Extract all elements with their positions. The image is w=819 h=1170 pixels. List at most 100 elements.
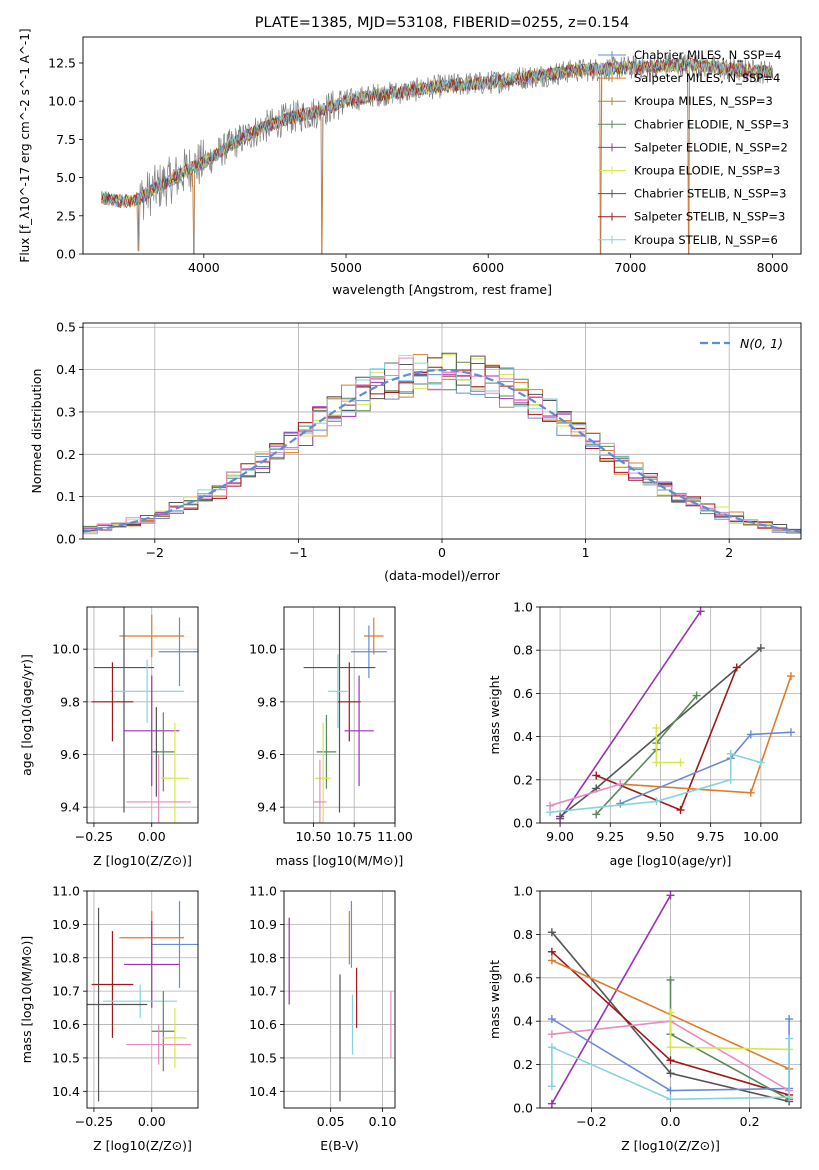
- y-tick-label: 0.4: [56, 362, 76, 377]
- mass-weight-series: [547, 891, 675, 1108]
- x-tick-label: 1: [582, 545, 590, 560]
- error-bar-point: [328, 654, 348, 729]
- y-tick-label: 9.4: [60, 800, 80, 815]
- frame-mass-vs-ebv: 0.05 0.10 10.4 10.5 10.6 10.7 10.8 10.9 11.0: [249, 884, 396, 1130]
- y-axis-label: mass [log10(M/M⊙)]: [19, 936, 34, 1064]
- mass-weight-line: [559, 610, 702, 820]
- y-tick-label: 10.9: [52, 917, 80, 932]
- error-bar-point: [91, 931, 134, 1038]
- y-tick-label: 7.5: [56, 132, 76, 147]
- y-tick-label: 0.3: [56, 404, 76, 419]
- axes-frame: [283, 606, 396, 824]
- error-bar-point: [363, 617, 384, 655]
- legend-entry: Salpeter STELIB, N_SSP=3: [634, 210, 785, 224]
- mass-weight-series: [666, 1008, 794, 1054]
- y-tick-label: 10.8: [52, 950, 80, 965]
- x-axis-label: age [log10(age/yr)]: [610, 853, 732, 868]
- error-bar-point: [313, 759, 327, 823]
- x-tick-label: 0.0: [661, 1114, 681, 1129]
- error-bar-point: [110, 659, 185, 723]
- y-tick-label: 10.6: [249, 1017, 277, 1032]
- frame-residuals: −2 −1 0 1 2 0.0 0.1 0.2 0.3 0.4 0.5: [56, 320, 802, 560]
- y-tick-label: 0.0: [56, 532, 76, 547]
- legend: Chabrier MILES, N_SSP=4 Salpeter MILES, N…: [598, 48, 789, 247]
- error-bar-point: [87, 907, 148, 1102]
- axes-spectrum: [101, 54, 773, 254]
- error-bar-point: [163, 1007, 187, 1068]
- y-axis-label: Flux [f_λ10^-17 erg cm^-2 s^-1 A^-1]: [18, 28, 32, 262]
- x-axis-label: Z [log10(Z/Z⊙)]: [93, 853, 192, 868]
- axes-frame: [86, 890, 199, 1109]
- y-tick-label: 10.5: [249, 1050, 277, 1065]
- x-tick-label: 0.10: [369, 1114, 397, 1129]
- y-tick-label: 9.8: [60, 694, 80, 709]
- mass-weight-series: [652, 723, 685, 767]
- x-tick-label: 5000: [330, 260, 362, 275]
- axes-age-vs-Z: [87, 607, 198, 823]
- axes-mass-vs-ebv: [284, 890, 395, 1108]
- x-tick-label: 9.25: [596, 829, 624, 844]
- error-bar-point: [303, 607, 376, 813]
- legend-entry: Kroupa ELODIE, N_SSP=3: [634, 164, 780, 178]
- mass-weight-line: [595, 667, 738, 812]
- error-bar-point: [161, 722, 189, 823]
- y-tick-label: 11.0: [52, 884, 80, 899]
- x-tick-label: −0.25: [75, 829, 113, 844]
- y-tick-label: 2.5: [56, 208, 76, 223]
- error-bar-point: [151, 901, 198, 988]
- x-tick-label: 7000: [614, 260, 646, 275]
- x-axis-label: E(B-V): [320, 1138, 359, 1153]
- y-tick-label: 9.4: [257, 800, 277, 815]
- mass-weight-series: [666, 975, 794, 1104]
- axes-massweight-vs-Z: [540, 890, 801, 1109]
- mass-weight-series: [556, 644, 765, 821]
- error-bar-point: [103, 984, 178, 1018]
- error-bar-point: [124, 921, 180, 1008]
- y-tick-label: 10.4: [52, 1084, 80, 1099]
- error-bar-point: [151, 991, 175, 1072]
- mass-weight-line: [551, 894, 672, 1105]
- x-tick-label: 2: [725, 545, 733, 560]
- legend-entry: Chabrier ELODIE, N_SSP=3: [634, 117, 789, 131]
- legend-entry: Chabrier MILES, N_SSP=4: [634, 48, 781, 62]
- x-tick-label: 0.00: [138, 1114, 166, 1129]
- x-tick-label: 11.00: [377, 829, 413, 844]
- y-tick-label: 1.0: [513, 600, 533, 615]
- y-tick-label: 0.6: [513, 970, 533, 985]
- y-tick-label: 0.1: [56, 489, 76, 504]
- y-tick-label: 0.0: [513, 816, 533, 831]
- axes-frame: [539, 606, 802, 824]
- y-tick-label: 10.8: [249, 950, 277, 965]
- x-tick-label: 0.00: [138, 829, 166, 844]
- y-tick-label: 0.2: [56, 447, 76, 462]
- chart-title: PLATE=1385, MJD=53108, FIBERID=0255, z=0…: [255, 15, 629, 31]
- y-tick-label: 0.8: [513, 927, 533, 942]
- x-tick-label: 0.2: [740, 1114, 760, 1129]
- error-bar-point: [124, 675, 180, 787]
- y-tick-label: 0.8: [513, 643, 533, 658]
- mass-weight-series: [592, 663, 741, 815]
- error-bar-point: [119, 614, 185, 658]
- y-axis-label: Normed distribution: [29, 369, 44, 494]
- axes-mass-vs-Z: [87, 890, 198, 1108]
- y-tick-label: 10.4: [249, 1084, 277, 1099]
- y-tick-label: 10.0: [52, 642, 80, 657]
- y-tick-label: 10.5: [52, 1050, 80, 1065]
- x-tick-label: −2: [146, 545, 164, 560]
- error-bar-point: [91, 662, 134, 742]
- y-tick-label: 1.0: [513, 884, 533, 899]
- error-bar-point: [93, 607, 155, 813]
- x-tick-label: 6000: [472, 260, 504, 275]
- legend-entry: Chabrier STELIB, N_SSP=3: [634, 187, 786, 201]
- x-tick-label: −0.25: [75, 1114, 113, 1129]
- error-bar-point: [158, 617, 198, 687]
- frame-age-vs-Z: −0.25 0.00 9.4 9.6 9.8 10.0: [52, 606, 199, 844]
- error-bar-point: [337, 662, 361, 742]
- axes-frame: [86, 606, 199, 824]
- mass-weight-series: [546, 749, 765, 817]
- y-tick-label: 10.9: [249, 917, 277, 932]
- y-tick-label: 0.2: [513, 772, 533, 787]
- error-bar-point: [350, 625, 387, 679]
- x-tick-label: 10.00: [743, 829, 779, 844]
